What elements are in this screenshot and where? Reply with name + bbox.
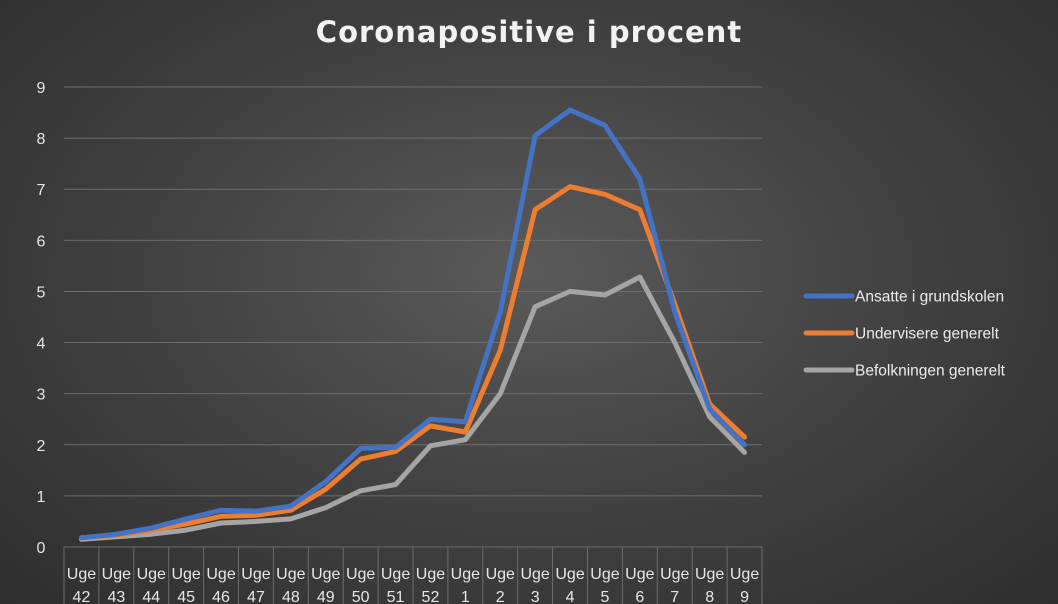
series-line-befolkningen-generelt xyxy=(79,274,747,542)
series-line-undervisere-generelt xyxy=(79,184,747,541)
y-tick-label: 8 xyxy=(37,131,46,148)
x-tick-label: Uge xyxy=(67,566,96,583)
y-tick-label: 9 xyxy=(37,80,46,97)
y-tick-label: 1 xyxy=(37,489,46,506)
x-tick-label: Uge xyxy=(730,566,759,583)
x-tick-label-number: 6 xyxy=(635,589,644,604)
x-tick-label-number: 52 xyxy=(422,589,440,604)
y-tick-label: 5 xyxy=(37,284,46,301)
x-tick-label-number: 42 xyxy=(73,589,91,604)
x-tick-label-number: 49 xyxy=(317,589,335,604)
series-lines xyxy=(79,107,747,542)
x-tick-label-number: 44 xyxy=(142,589,160,604)
x-tick-label-number: 46 xyxy=(212,589,230,604)
x-tick-label: Uge xyxy=(590,566,619,583)
x-tick-label-number: 51 xyxy=(387,589,405,604)
x-tick-label-number: 47 xyxy=(247,589,265,604)
x-tick-label: Uge xyxy=(416,566,445,583)
y-tick-label: 2 xyxy=(37,438,46,455)
x-tick-label: Uge xyxy=(346,566,375,583)
x-tick-label: Uge xyxy=(520,566,549,583)
x-tick-label: Uge xyxy=(241,566,270,583)
y-tick-label: 6 xyxy=(37,233,46,250)
x-tick-label-number: 48 xyxy=(282,589,300,604)
x-tick-label: Uge xyxy=(486,566,515,583)
x-tick-label: Uge xyxy=(660,566,689,583)
x-tick-label-number: 3 xyxy=(531,589,540,604)
chart-title: Coronapositive i procent xyxy=(316,15,742,49)
x-tick-label: Uge xyxy=(381,566,410,583)
series-line-ansatte-i-grundskolen xyxy=(79,107,747,541)
y-tick-label: 0 xyxy=(37,540,46,557)
x-tick-label-number: 8 xyxy=(705,589,714,604)
x-tick-label: Uge xyxy=(451,566,480,583)
y-axis-tick-labels: 0 1 2 3 4 5 6 7 8 9 xyxy=(37,80,46,557)
x-tick-label-number: 5 xyxy=(600,589,609,604)
x-tick-label: Uge xyxy=(625,566,654,583)
x-tick-label-number: 43 xyxy=(107,589,125,604)
y-tick-label: 4 xyxy=(37,336,46,353)
legend-label: Ansatte i grundskolen xyxy=(855,289,1004,306)
legend-label: Befolkningen generelt xyxy=(855,363,1006,380)
x-tick-label: Uge xyxy=(102,566,131,583)
x-tick-label: Uge xyxy=(137,566,166,583)
x-tick-label-number: 2 xyxy=(496,589,505,604)
y-tick-label: 7 xyxy=(37,182,46,199)
x-tick-label-number: 45 xyxy=(177,589,195,604)
x-tick-label-number: 50 xyxy=(352,589,370,604)
x-tick-label: Uge xyxy=(276,566,305,583)
x-tick-label: Uge xyxy=(311,566,340,583)
x-tick-label-number: 4 xyxy=(566,589,575,604)
legend: Ansatte i grundskolen Undervisere generel… xyxy=(803,289,1006,380)
x-tick-label: Uge xyxy=(555,566,584,583)
x-axis-tick-labels: Uge42Uge43Uge44Uge45Uge46Uge47Uge48Uge49… xyxy=(63,547,763,604)
x-tick-label: Uge xyxy=(695,566,724,583)
y-tick-label: 3 xyxy=(37,387,46,404)
x-tick-label-number: 9 xyxy=(740,589,749,604)
legend-label: Undervisere generelt xyxy=(855,326,1000,343)
x-tick-label: Uge xyxy=(171,566,200,583)
gridlines xyxy=(64,86,762,548)
x-tick-label: Uge xyxy=(206,566,235,583)
x-tick-label-number: 7 xyxy=(670,589,679,604)
x-tick-label-number: 1 xyxy=(461,589,470,604)
